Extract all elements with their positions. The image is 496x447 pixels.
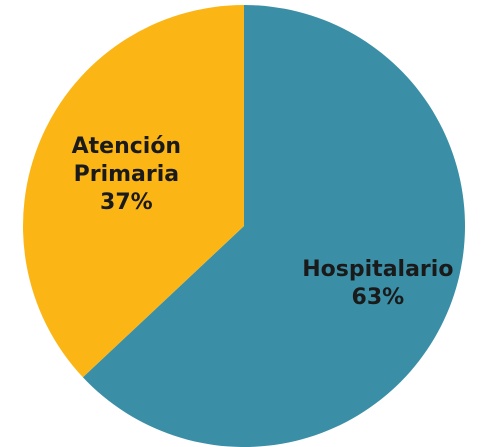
slice-label: Hospitalario 63% (302, 256, 453, 312)
value-label: 63% (351, 284, 405, 310)
value-label: 37% (100, 190, 153, 216)
category-label: Hospitalario (302, 256, 454, 282)
pie-slice (22, 5, 244, 378)
slice-label: Atención Primaria 37% (41, 133, 211, 217)
category-label: Atención Primaria (71, 134, 182, 188)
pie-slice (82, 5, 465, 447)
